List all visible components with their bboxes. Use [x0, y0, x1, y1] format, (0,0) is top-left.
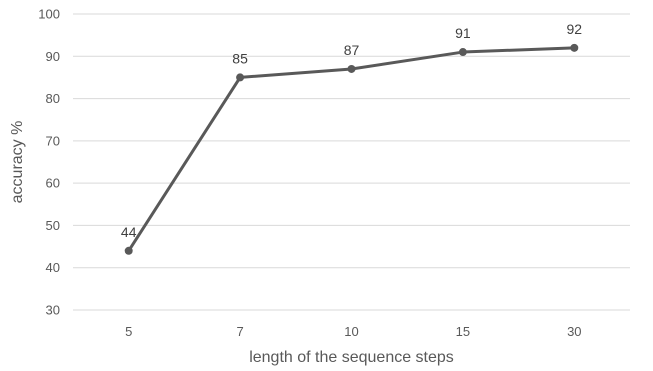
series-layer	[124, 43, 579, 255]
data-point-15	[458, 48, 467, 57]
y-tick-label: 80	[46, 91, 60, 106]
gridlines	[73, 13, 630, 311]
x-tick-label: 30	[567, 324, 581, 339]
x-axis-ticks: 5 7 10 15 30	[125, 324, 581, 339]
data-label: 87	[344, 42, 360, 58]
y-tick-label: 50	[46, 218, 60, 233]
series-line	[127, 46, 576, 253]
data-point-10	[347, 64, 356, 73]
y-tick-label: 100	[38, 7, 60, 22]
data-point-7	[236, 73, 245, 82]
y-tick-label: 70	[46, 133, 60, 148]
y-tick-label: 60	[46, 176, 60, 191]
y-axis-title: accuracy %	[9, 121, 26, 204]
y-tick-label: 90	[46, 49, 60, 64]
data-point-30	[570, 43, 579, 52]
data-labels: 44 85 87 91 92	[121, 21, 582, 240]
data-label: 92	[567, 21, 583, 37]
y-tick-label: 30	[46, 303, 60, 318]
data-label: 85	[232, 50, 248, 66]
x-tick-label: 7	[236, 324, 243, 339]
data-label: 91	[455, 25, 471, 41]
x-tick-label: 15	[456, 324, 470, 339]
data-point-5	[124, 246, 133, 255]
x-tick-label: 10	[344, 324, 358, 339]
x-tick-label: 5	[125, 324, 132, 339]
x-axis-title: length of the sequence steps	[249, 349, 454, 366]
y-tick-label: 40	[46, 260, 60, 275]
data-label: 44	[121, 224, 137, 240]
y-axis-ticks: 30 40 50 60 70 80 90 100	[38, 7, 60, 318]
